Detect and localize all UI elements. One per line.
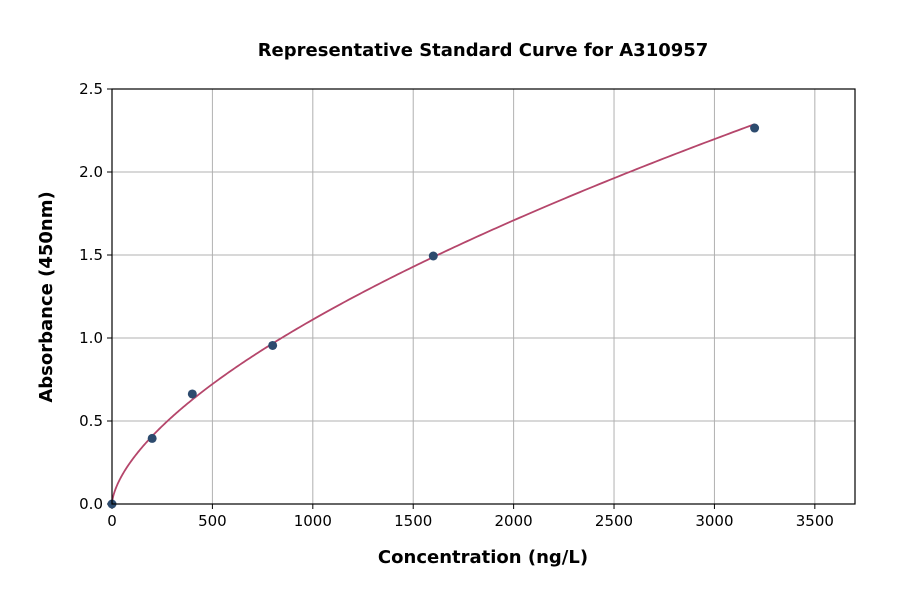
fit-curve <box>111 123 755 505</box>
plot-frame <box>111 88 856 505</box>
data-point <box>428 251 438 261</box>
data-point <box>187 389 197 399</box>
x-axis-label: Concentration (ng/L) <box>378 547 588 568</box>
x-tick-label: 3500 <box>796 512 834 530</box>
data-point <box>147 433 157 443</box>
y-tick-label: 2.0 <box>79 163 103 181</box>
y-tick-label: 1.5 <box>79 246 103 264</box>
x-tick-label: 1000 <box>294 512 332 530</box>
data-point <box>268 340 278 350</box>
x-tick-label: 3000 <box>695 512 733 530</box>
y-tick-label: 0.0 <box>79 495 103 513</box>
y-tick-label: 1.0 <box>79 329 103 347</box>
y-tick-label: 2.5 <box>79 80 103 98</box>
y-axis-label: Absorbance (450nm) <box>36 191 57 402</box>
data-point <box>750 123 760 133</box>
x-tick-label: 0 <box>107 512 117 530</box>
y-tick-label: 0.5 <box>79 412 103 430</box>
x-tick-label: 1500 <box>394 512 432 530</box>
x-tick-label: 2500 <box>595 512 633 530</box>
x-tick-label: 500 <box>198 512 227 530</box>
chart-title: Representative Standard Curve for A31095… <box>258 40 709 61</box>
x-tick-label: 2000 <box>495 512 533 530</box>
